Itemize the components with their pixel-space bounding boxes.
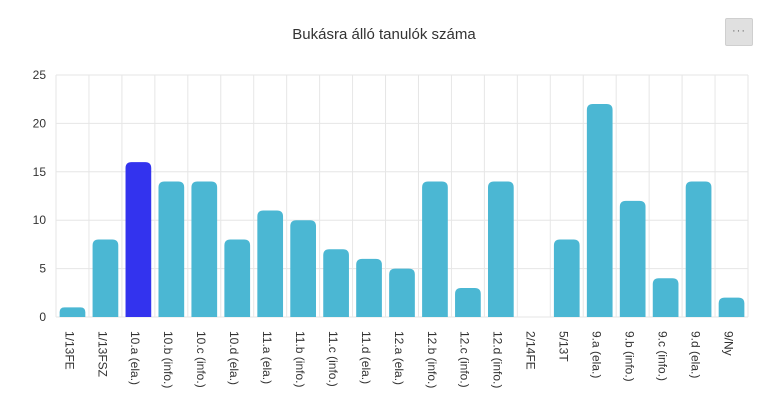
x-tick-label: 5/13T bbox=[557, 331, 571, 362]
x-tick-label: 9.b (info.) bbox=[622, 331, 636, 382]
x-tick-label: 11.b (info.) bbox=[293, 331, 307, 387]
chart-menu-button[interactable]: ··· bbox=[725, 18, 753, 46]
bar-10-c-info-[interactable] bbox=[191, 181, 218, 317]
x-tick-label: 11.a (ela.) bbox=[260, 331, 274, 384]
x-tick-label: 10.c (info.) bbox=[194, 331, 208, 388]
x-tick-label: 10.a (ela.) bbox=[128, 331, 142, 385]
x-tick-label: 12.b (info.) bbox=[425, 331, 439, 388]
x-tick-label: 2/14FE bbox=[524, 331, 538, 370]
x-tick-label: 11.d (ela.) bbox=[359, 331, 373, 384]
y-tick-label: 0 bbox=[39, 310, 46, 324]
bar-12-c-info-[interactable] bbox=[455, 287, 481, 317]
y-tick-label: 15 bbox=[33, 165, 47, 179]
x-tick-label: 9/Ny bbox=[721, 331, 735, 356]
bar-12-a-ela-[interactable] bbox=[389, 268, 415, 317]
x-tick-label: 1/13FE bbox=[62, 331, 76, 370]
y-tick-label: 5 bbox=[39, 262, 46, 276]
x-tick-label: 1/13FSZ bbox=[95, 331, 109, 377]
chart-title: Bukásra álló tanulók száma bbox=[292, 26, 476, 43]
x-tick-label: 12.a (ela.) bbox=[392, 331, 406, 385]
bar-1-13fe[interactable] bbox=[59, 307, 86, 317]
y-tick-label: 20 bbox=[33, 116, 47, 130]
bar-1-13fsz[interactable] bbox=[92, 239, 119, 317]
bar-9-a-ela-[interactable] bbox=[586, 104, 613, 317]
bar-9-ny[interactable] bbox=[718, 297, 745, 317]
bar-9-b-info-[interactable] bbox=[619, 200, 646, 317]
bar-9-d-ela-[interactable] bbox=[685, 181, 712, 317]
x-tick-label: 9.a (ela.) bbox=[590, 331, 604, 378]
x-tick-label: 10.b (info.) bbox=[161, 331, 175, 388]
y-tick-label: 25 bbox=[33, 68, 47, 82]
x-tick-label: 12.c (info.) bbox=[458, 331, 472, 388]
bar-12-d-info-[interactable] bbox=[488, 181, 514, 317]
x-tick-label: 9.c (info.) bbox=[655, 331, 669, 381]
bar-11-c-info-[interactable] bbox=[323, 249, 349, 317]
bar-layer bbox=[59, 104, 745, 317]
bar-10-b-info-[interactable] bbox=[158, 181, 185, 317]
bar-5-13t[interactable] bbox=[553, 239, 580, 317]
bar-11-d-ela-[interactable] bbox=[356, 258, 382, 317]
grid-layer bbox=[55, 74, 749, 318]
x-tick-label: 12.d (info.) bbox=[491, 331, 505, 388]
x-tick-label: 11.c (info.) bbox=[326, 331, 340, 387]
bar-11-a-ela-[interactable] bbox=[257, 210, 284, 317]
y-tick-label: 10 bbox=[33, 213, 47, 227]
bar-9-c-info-[interactable] bbox=[652, 278, 679, 317]
x-tick-label: 10.d (ela.) bbox=[227, 331, 241, 385]
bar-12-b-info-[interactable] bbox=[422, 181, 448, 317]
y-axis-ticks: 0 5 10 15 20 25 bbox=[33, 68, 47, 324]
x-axis-labels: 1/13FE 1/13FSZ 10.a (ela.) 10.b (info.) 10.c… bbox=[62, 331, 735, 388]
bar-11-b-info-[interactable] bbox=[290, 220, 316, 317]
bar-10-a-ela-[interactable] bbox=[125, 162, 152, 317]
x-tick-label: 9.d (ela.) bbox=[688, 331, 702, 378]
bar-10-d-ela-[interactable] bbox=[224, 239, 251, 317]
